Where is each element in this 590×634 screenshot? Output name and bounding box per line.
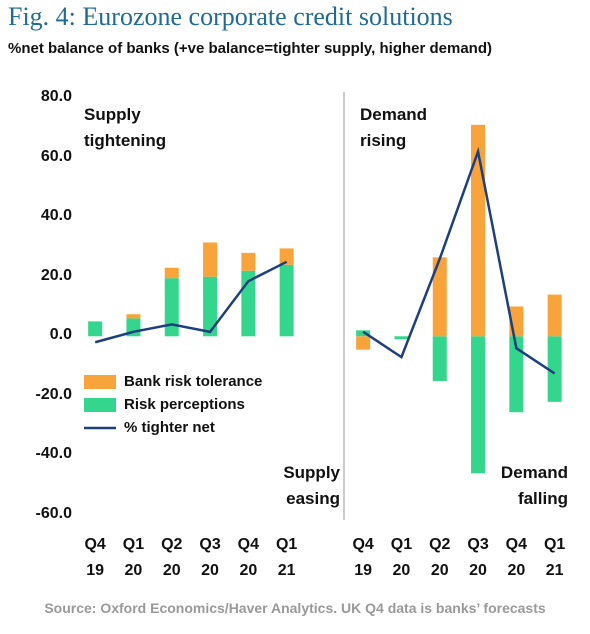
- bar: [164, 267, 179, 279]
- line: [362, 146, 556, 375]
- legend-label: Risk perceptions: [124, 396, 245, 413]
- bar: [126, 314, 141, 319]
- line: [94, 260, 288, 344]
- bar: [279, 264, 294, 337]
- x-tick-label: Q2 20: [429, 536, 451, 579]
- y-tick-label: 80.0: [40, 88, 72, 105]
- x-tick-label: Q3 20: [199, 536, 221, 579]
- x-tick-label: Q4 19: [84, 536, 106, 579]
- x-tick-label: Q1 20: [390, 536, 413, 579]
- chart-title: Fig. 4: Eurozone corporate credit soluti…: [8, 2, 453, 31]
- y-tick-label: 40.0: [40, 207, 72, 225]
- bar: [356, 336, 371, 350]
- annotation: Demand falling: [500, 463, 568, 508]
- bar: [203, 276, 218, 337]
- bar: [394, 336, 409, 340]
- x-tick-label: Q2 20: [161, 536, 183, 579]
- bar: [547, 336, 562, 402]
- source: Source: Oxford Economics/Haver Analytics…: [44, 600, 546, 616]
- y-tick-label: -40.0: [35, 445, 72, 463]
- bar: [203, 242, 218, 277]
- y-tick-label: 0.0: [49, 326, 72, 344]
- bar: [279, 248, 294, 265]
- x-tick-label: Q3 20: [467, 536, 489, 579]
- bar: [547, 294, 562, 337]
- x-tick-label: Q4 20: [237, 536, 260, 579]
- legend-label: % tighter net: [124, 419, 215, 436]
- x-tick-label: Q1 21: [543, 536, 566, 579]
- chart-subtitle: %net balance of banks (+ve balance=tight…: [8, 40, 493, 57]
- bar: [164, 278, 179, 337]
- annotation: Demand rising: [360, 105, 428, 150]
- annotation: Supply easing: [283, 463, 340, 508]
- bar: [432, 336, 447, 381]
- x-tick-label: Q4 20: [505, 536, 528, 579]
- legend-label: Bank risk tolerance: [124, 373, 263, 390]
- bar: [432, 257, 447, 337]
- x-tick-label: Q4 19: [352, 536, 374, 579]
- y-tick-label: 20.0: [40, 266, 72, 284]
- legend-swatch: [84, 375, 116, 389]
- y-tick-label: 60.0: [40, 147, 72, 165]
- bar: [471, 336, 486, 474]
- bar: [471, 124, 486, 337]
- annotation: Supply tightening: [84, 105, 167, 150]
- y-tick-label: -20.0: [35, 385, 72, 403]
- x-tick-label: Q1 21: [275, 536, 298, 579]
- legend-swatch: [84, 398, 116, 412]
- y-tick-label: -60.0: [35, 505, 72, 522]
- bar: [88, 321, 103, 337]
- x-tick-label: Q1 20: [122, 536, 145, 579]
- bar: [509, 336, 524, 413]
- bar: [241, 252, 256, 271]
